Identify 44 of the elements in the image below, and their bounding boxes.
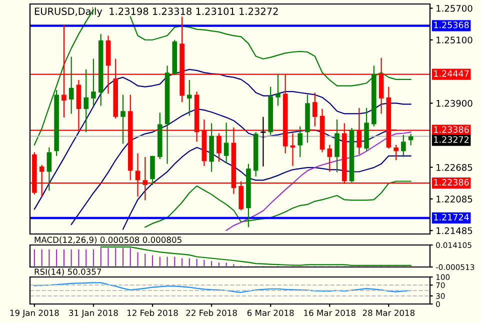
candlestick [276,74,280,106]
candlestick [224,122,229,164]
chart-title: RSI(14) 50.0357 [34,268,102,276]
candlestick [91,58,96,106]
candlestick [312,92,318,127]
candlestick [187,79,192,116]
candlestick [394,144,398,161]
candlestick [401,134,406,158]
ref-line-label: 1.23386 [434,126,469,133]
candlestick [216,132,222,162]
ref-line-label: 1.24447 [434,70,469,77]
x-tick-label: 16 Mar 2018 [304,310,356,316]
x-tick-label: 22 Feb 2018 [186,310,237,316]
y-tick-label: 1.25100 [436,36,472,44]
x-tick-label: 28 Mar 2018 [362,310,415,316]
candlestick [327,144,332,172]
y-tick-label: 1.25700 [436,4,472,12]
ref-line-label: 1.23272 [434,136,469,143]
candlestick [150,155,155,186]
x-tick-label: 6 Mar 2018 [247,310,294,316]
y-tick-label: 1.21485 [436,227,472,234]
chart-title: MACD(12,26,9) 0.000508 0.000805 [34,236,182,244]
y-tick-label: 1.23900 [436,100,472,107]
x-tick-label: 19 Jan 2018 [10,310,59,318]
ref-line-label: 1.22386 [434,178,469,186]
line-series [34,282,412,293]
candlestick [84,68,88,133]
line-series [122,146,412,230]
candlestick [260,116,266,168]
candlestick [298,126,303,158]
ref-line-label: 1.25368 [434,22,469,28]
y-tick-label: 1.22685 [436,164,472,171]
line-series [226,132,412,231]
candlestick [46,146,52,192]
line-series [100,246,412,266]
candlestick [68,56,74,114]
candlestick [120,94,126,144]
ref-line-label: 1.21724 [434,214,469,220]
x-tick-label: 12 Feb 2018 [127,310,178,316]
y-tick-label: 1.22085 [436,196,472,202]
candlestick [290,132,296,167]
candlestick [334,118,340,173]
line-series [34,68,412,210]
x-tick-label: 31 Jan 2018 [69,310,118,318]
